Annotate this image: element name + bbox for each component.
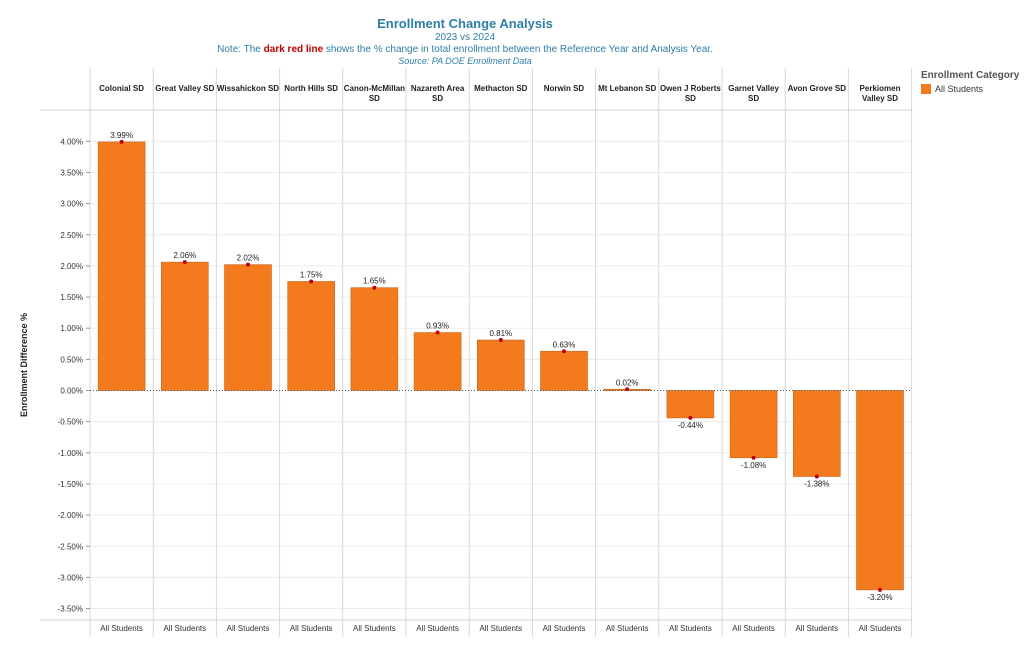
bar[interactable]	[476, 339, 525, 391]
chart-title: Enrollment Change Analysis	[377, 16, 553, 31]
y-tick-label: -1.50%	[58, 480, 83, 489]
data-label: 0.93%	[426, 322, 449, 331]
bar[interactable]	[666, 390, 715, 419]
category-label: All Students	[859, 624, 902, 633]
column-header: Canon-McMillan	[344, 84, 405, 93]
data-label: 0.81%	[489, 329, 512, 338]
y-tick-label: 1.00%	[60, 324, 83, 333]
data-label: 1.75%	[300, 270, 323, 279]
column-header: Valley SD	[862, 94, 898, 103]
y-tick-label: 3.50%	[60, 168, 83, 177]
y-tick-label: -1.00%	[58, 449, 83, 458]
change-marker	[246, 262, 250, 267]
y-tick-label: 1.50%	[60, 293, 83, 302]
column-header: Garnet Valley	[728, 84, 779, 93]
change-marker	[814, 474, 819, 479]
data-label: 2.02%	[237, 254, 260, 263]
column-header: North Hills SD	[284, 84, 338, 93]
column-header: Colonial SD	[99, 84, 144, 93]
category-label: All Students	[479, 624, 522, 633]
change-marker	[372, 285, 377, 290]
note-prefix: Note: The	[217, 44, 264, 55]
column-header: SD	[369, 94, 380, 103]
change-marker	[751, 455, 756, 460]
y-tick-label: 2.50%	[60, 231, 83, 240]
data-label: 0.63%	[553, 340, 576, 349]
change-marker	[309, 279, 314, 284]
bar[interactable]	[413, 332, 462, 391]
data-label: -1.08%	[741, 461, 766, 470]
legend: Enrollment Category All Students	[921, 70, 1021, 94]
note-highlight: dark red line	[263, 44, 324, 55]
data-label: -3.20%	[867, 593, 892, 602]
column-header: Nazareth Area	[411, 84, 465, 93]
bar[interactable]	[792, 390, 841, 477]
data-label: 0.02%	[616, 378, 639, 387]
chart-header: Enrollment Change Analysis 2023 vs 2024 …	[0, 16, 930, 67]
change-marker	[182, 260, 187, 265]
data-label: 2.06%	[173, 251, 196, 260]
data-label: -0.44%	[678, 421, 703, 430]
change-marker	[119, 139, 124, 144]
y-tick-label: -0.50%	[58, 418, 83, 427]
y-tick-label: -2.50%	[58, 542, 83, 551]
column-header: SD	[685, 94, 696, 103]
category-label: All Students	[416, 624, 459, 633]
y-tick-label: -3.50%	[58, 605, 83, 614]
bar[interactable]	[540, 350, 588, 391]
bar[interactable]	[287, 281, 336, 391]
bar[interactable]	[729, 390, 778, 459]
bar[interactable]	[350, 287, 399, 391]
bar[interactable]	[161, 261, 209, 391]
category-label: All Students	[606, 624, 649, 633]
column-header: Wissahickon SD	[217, 84, 279, 93]
y-tick-label: 0.00%	[60, 387, 83, 396]
chart-source: Source: PA DOE Enrollment Data	[398, 56, 532, 66]
y-tick-label: 4.00%	[60, 137, 83, 146]
change-marker	[878, 587, 882, 592]
change-marker	[562, 349, 566, 354]
category-label: All Students	[795, 624, 838, 633]
column-header: SD	[748, 94, 759, 103]
data-label: 3.99%	[110, 131, 133, 140]
category-label: All Students	[227, 624, 270, 633]
column-header: Avon Grove SD	[788, 84, 847, 93]
category-label: All Students	[732, 624, 775, 633]
legend-item[interactable]: All Students	[921, 84, 1021, 94]
note-suffix: shows the % change in total enrollment b…	[323, 44, 713, 55]
chart-note: Note: The dark red line shows the % chan…	[0, 44, 930, 56]
category-label: All Students	[543, 624, 586, 633]
category-label: All Students	[100, 624, 143, 633]
legend-swatch	[921, 84, 931, 94]
category-label: All Students	[163, 624, 206, 633]
column-header: SD	[432, 94, 443, 103]
legend-item-label: All Students	[935, 84, 984, 94]
column-header: Mt Lebanon SD	[598, 84, 656, 93]
y-tick-label: -3.00%	[58, 573, 83, 582]
column-header: Norwin SD	[544, 84, 585, 93]
y-tick-label: 2.00%	[60, 262, 83, 271]
legend-title: Enrollment Category	[921, 70, 1020, 81]
category-label: All Students	[669, 624, 712, 633]
category-label: All Students	[290, 624, 333, 633]
change-marker	[625, 387, 630, 392]
chart-subtitle: 2023 vs 2024	[434, 32, 496, 43]
bar[interactable]	[224, 264, 272, 391]
bar[interactable]	[856, 390, 904, 591]
column-header: Perkiomen	[860, 84, 901, 93]
y-tick-label: -2.00%	[58, 511, 83, 520]
y-tick-label: 3.00%	[60, 200, 83, 209]
change-marker	[688, 415, 693, 420]
bar[interactable]	[97, 141, 146, 391]
column-header: Great Valley SD	[155, 84, 214, 93]
data-label: -1.38%	[804, 479, 829, 488]
data-label: 1.65%	[363, 277, 386, 286]
change-marker	[435, 330, 440, 335]
column-header: Methacton SD	[474, 84, 528, 93]
column-header: Owen J Roberts	[660, 84, 721, 93]
change-marker	[498, 338, 503, 343]
y-tick-label: 0.50%	[60, 355, 83, 364]
category-label: All Students	[353, 624, 396, 633]
